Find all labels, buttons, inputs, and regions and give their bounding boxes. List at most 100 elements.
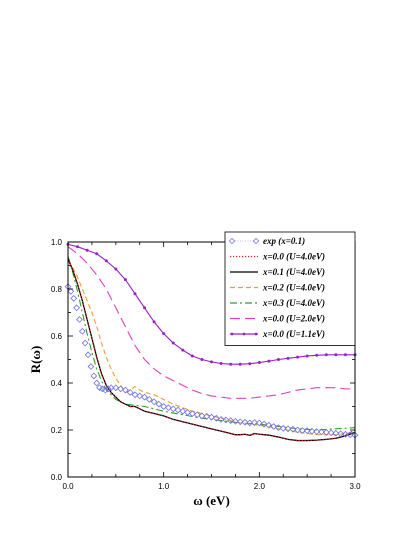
data-point (78, 327, 86, 335)
data-point (181, 348, 185, 352)
x-tick-label: 3.0 (349, 482, 361, 491)
series-0 (64, 283, 359, 439)
data-point (324, 353, 328, 357)
data-point (343, 353, 347, 357)
data-point (303, 427, 311, 435)
data-point (190, 354, 194, 358)
data-point (198, 412, 206, 420)
series-line (67, 260, 356, 436)
data-point (114, 267, 118, 271)
data-point (179, 407, 187, 415)
legend-item: x=0.0 (U=4.0eV) (230, 252, 325, 262)
data-point (315, 353, 319, 357)
legend-label: x=0.0 (U=1.1eV) (262, 329, 325, 339)
data-point (76, 316, 83, 323)
data-point (200, 358, 204, 361)
legend-label: x=0.0 (U=4.0eV) (262, 252, 325, 262)
data-point (73, 304, 80, 312)
legend-label: x=0.1 (U=4.0eV) (262, 267, 325, 277)
data-point (334, 353, 338, 357)
data-point (327, 429, 335, 437)
data-point (84, 351, 92, 359)
data-point (162, 332, 166, 336)
data-point (210, 360, 213, 364)
data-point (131, 391, 139, 399)
legend-swatch-marker (242, 332, 246, 336)
data-point (289, 425, 297, 433)
series-4 (67, 255, 356, 431)
data-point (342, 430, 349, 438)
x-tick-label: 1.0 (158, 482, 170, 491)
data-point (112, 384, 120, 392)
data-point (305, 354, 309, 358)
data-point (332, 429, 340, 437)
data-point (296, 355, 300, 359)
legend-label: x=0.3 (U=4.0eV) (262, 298, 325, 308)
data-point (217, 416, 225, 423)
data-point (123, 278, 127, 282)
data-point (126, 389, 134, 396)
data-point (227, 417, 234, 424)
y-axis-label: R(ω) (28, 346, 43, 374)
data-point (284, 425, 292, 433)
data-point (236, 418, 244, 426)
series-1 (67, 258, 356, 442)
data-point (133, 292, 137, 296)
series-line (67, 258, 356, 442)
legend-label: x=0.2 (U=4.0eV) (262, 283, 325, 293)
data-point (246, 419, 254, 427)
legend-label: x=0.0 (U=2.0eV) (262, 314, 325, 324)
data-point (81, 339, 89, 347)
data-point (270, 423, 278, 430)
data-point (87, 363, 95, 370)
data-point (294, 426, 301, 434)
data-point (169, 405, 177, 413)
data-point (145, 396, 153, 403)
series-line (67, 255, 356, 431)
legend-item: x=0.3 (U=4.0eV) (230, 298, 325, 308)
data-point (255, 419, 263, 427)
x-axis-label: ω (eV) (193, 493, 230, 508)
data-point (104, 385, 112, 393)
legend-label: exp (x=0.1) (263, 236, 305, 246)
data-point (313, 428, 321, 436)
series-6 (66, 242, 357, 366)
data-point (238, 362, 242, 366)
data-point (279, 424, 287, 432)
data-point (208, 413, 215, 421)
data-point (308, 427, 316, 435)
plot-layer (64, 242, 359, 442)
data-point (152, 320, 156, 324)
y-tick-label: 0.4 (51, 379, 63, 388)
data-point (136, 392, 144, 400)
legend-item: x=0.0 (U=1.1eV) (230, 329, 325, 339)
data-point (107, 384, 115, 392)
data-point (160, 403, 168, 410)
data-point (322, 428, 330, 436)
data-point (101, 386, 109, 394)
legend: exp (x=0.1) x=0.0 (U=4.0eV) x=0.1 (U=4.0eV… (224, 231, 356, 346)
data-point (337, 430, 345, 438)
data-point (67, 287, 75, 295)
data-point (286, 356, 290, 360)
data-point (104, 259, 108, 263)
data-point (95, 252, 99, 256)
data-point (267, 359, 271, 363)
data-point (171, 341, 175, 345)
data-point (212, 414, 220, 422)
data-point (122, 386, 129, 394)
legend-box (224, 231, 356, 346)
data-point (232, 417, 239, 425)
x-tick-label: 0.0 (62, 482, 74, 491)
legend-item: x=0.2 (U=4.0eV) (230, 283, 325, 293)
data-point (143, 306, 147, 310)
legend-swatch-marker (252, 237, 260, 245)
y-tick-label: 0.0 (51, 473, 63, 482)
data-point (260, 420, 268, 428)
y-tick-label: 0.8 (51, 285, 63, 294)
data-point (174, 406, 182, 414)
data-point (85, 248, 89, 252)
legend-swatch-marker (230, 332, 234, 336)
data-point (203, 413, 211, 420)
